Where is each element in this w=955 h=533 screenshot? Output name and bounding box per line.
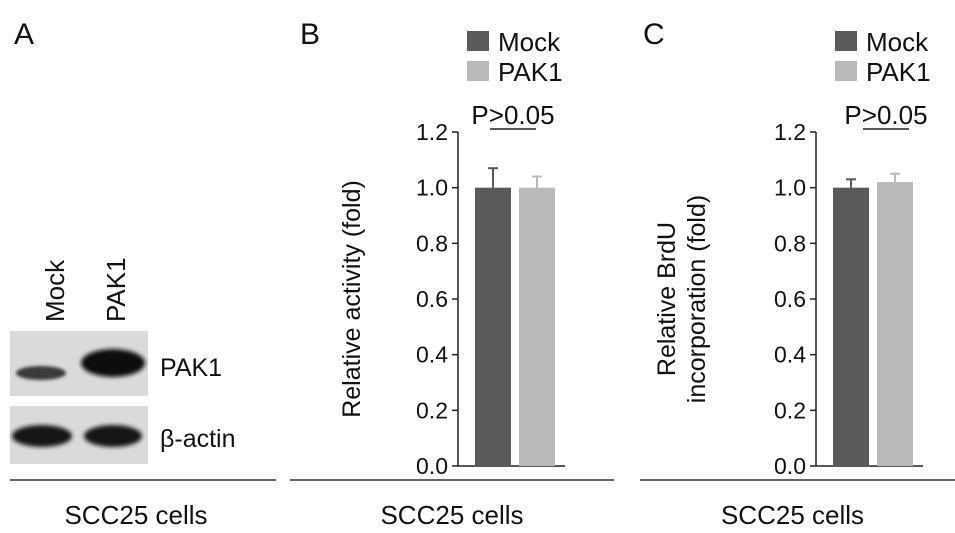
y-tick-label: 0.8	[774, 230, 806, 256]
legend-swatch-pak1	[835, 61, 857, 81]
bar-mock	[475, 187, 511, 466]
panel-letter: C	[643, 18, 665, 51]
bar-mock	[833, 187, 869, 466]
lane-label-pak1: PAK1	[101, 257, 131, 322]
y-tick-label: 0.4	[416, 342, 448, 368]
lane-label-mock: Mock	[40, 259, 70, 322]
y-axis-label: incorporation (fold)	[683, 195, 711, 403]
legend-swatch-mock	[467, 31, 489, 51]
y-tick-label: 0.8	[416, 230, 448, 256]
y-axis-label: Relative activity (fold)	[338, 180, 366, 418]
panel-a: A Mock PAK1 PAK1 β-actin SCC25 cells	[10, 18, 276, 530]
band-pak1-pak1	[81, 349, 145, 377]
band-mock-actin	[12, 425, 72, 447]
band-label-pak1: PAK1	[160, 354, 222, 382]
x-axis-label: SCC25 cells	[380, 500, 523, 530]
legend-swatch-pak1	[467, 61, 489, 81]
y-tick-label: 1.2	[416, 119, 448, 145]
bar-pak1	[519, 187, 555, 466]
blot-pak1	[10, 331, 148, 396]
y-tick-label: 0.2	[416, 397, 448, 423]
y-tick-label: 0.4	[774, 342, 806, 368]
y-tick-label: 1.0	[774, 175, 806, 201]
y-axis-label: Relative BrdU	[653, 222, 681, 376]
y-tick-label: 0.2	[774, 397, 806, 423]
y-tick-label: 0.0	[416, 453, 448, 479]
p-value-annotation: P>0.05	[471, 100, 554, 130]
legend-label-mock: Mock	[866, 27, 929, 57]
panel-letter: B	[300, 18, 320, 51]
band-mock-pak1	[16, 366, 66, 380]
band-pak1-actin	[84, 425, 142, 447]
blot-actin	[10, 406, 148, 464]
y-tick-label: 1.0	[416, 175, 448, 201]
y-tick-label: 0.6	[774, 286, 806, 312]
y-tick-label: 0.0	[774, 453, 806, 479]
footer-label: SCC25 cells	[64, 500, 207, 530]
legend-label-pak1: PAK1	[866, 57, 931, 87]
panel-a-letter: A	[14, 18, 34, 51]
y-tick-label: 1.2	[774, 119, 806, 145]
x-axis-label: SCC25 cells	[721, 500, 864, 530]
p-value-annotation: P>0.05	[844, 100, 927, 130]
y-tick-label: 0.6	[416, 286, 448, 312]
legend-label-mock: Mock	[498, 27, 561, 57]
legend-label-pak1: PAK1	[498, 57, 563, 87]
legend-swatch-mock	[835, 31, 857, 51]
band-label-actin: β-actin	[160, 425, 236, 453]
bar-pak1	[877, 182, 913, 466]
